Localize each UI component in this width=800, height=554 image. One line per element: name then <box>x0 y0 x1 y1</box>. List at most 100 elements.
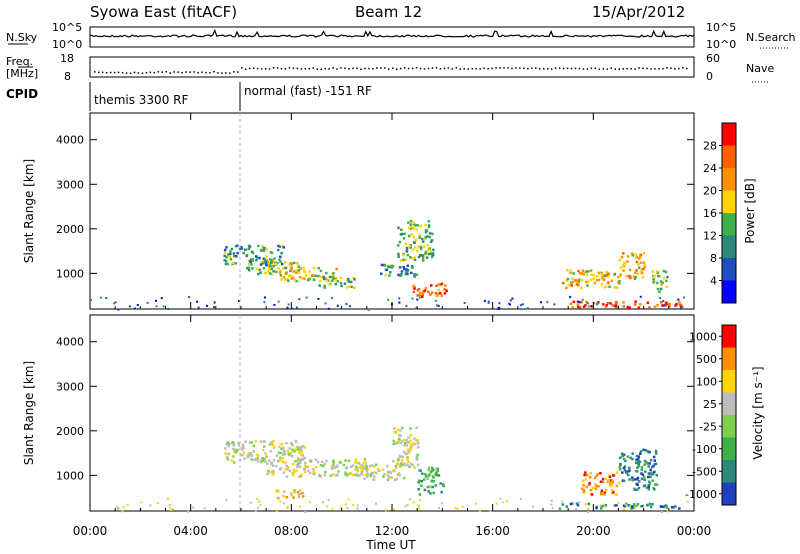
data-cell <box>234 262 237 265</box>
data-cell <box>234 244 238 248</box>
data-cell <box>240 448 244 451</box>
data-cell <box>409 448 412 451</box>
data-cell <box>287 279 290 283</box>
data-cell <box>546 301 549 304</box>
freq-dot <box>610 67 612 69</box>
data-cell <box>301 444 305 448</box>
freq-dot <box>626 67 628 70</box>
data-cell <box>264 460 267 463</box>
data-cell <box>242 447 246 450</box>
freq-dot <box>181 72 183 74</box>
data-cell <box>424 472 427 476</box>
colorbar-tick-label: 1000 <box>689 330 717 343</box>
freq-dot <box>491 67 493 70</box>
data-cell <box>226 253 230 256</box>
data-cell <box>387 298 390 301</box>
data-cell <box>392 508 395 511</box>
freq-dot <box>479 68 481 70</box>
data-cell <box>223 259 226 262</box>
data-cell <box>415 307 418 310</box>
data-cell <box>653 470 656 474</box>
nave-label: Nave <box>746 62 774 75</box>
data-cell <box>620 452 624 456</box>
data-cell <box>499 497 502 500</box>
data-cell <box>561 503 565 506</box>
colorbar-tick-label: 25 <box>703 398 717 411</box>
freq-dot <box>547 68 549 70</box>
data-cell <box>660 511 663 513</box>
data-cell <box>635 488 639 491</box>
data-cell <box>340 284 343 288</box>
data-cell <box>390 476 393 480</box>
data-cell <box>273 257 276 260</box>
data-cell <box>408 234 411 238</box>
data-cell <box>631 452 634 455</box>
freq-dot <box>344 67 346 69</box>
data-cell <box>461 505 464 508</box>
power-y-ticks: 1000 2000 3000 4000 <box>56 134 694 280</box>
data-cell <box>406 268 410 272</box>
data-cell <box>624 459 627 463</box>
data-cell <box>621 454 624 458</box>
data-cell <box>647 485 650 488</box>
data-cell <box>572 272 575 275</box>
data-cell <box>270 265 274 269</box>
data-cell <box>618 280 621 283</box>
data-cell <box>249 452 253 455</box>
colorbar-segment <box>722 190 736 213</box>
data-cell <box>648 306 651 309</box>
data-cell <box>242 451 246 454</box>
data-cell <box>300 445 303 449</box>
freq-dot <box>241 67 243 69</box>
data-cell <box>406 264 409 267</box>
data-cell <box>647 475 650 479</box>
freq-dot <box>666 67 668 69</box>
data-cell <box>641 276 645 279</box>
data-cell <box>223 248 227 252</box>
data-cell <box>271 473 275 476</box>
data-cell <box>405 444 408 447</box>
y-tick-label: 2000 <box>56 223 84 236</box>
data-cell <box>444 284 447 287</box>
data-cell <box>665 308 668 311</box>
freq-dot <box>431 67 434 69</box>
data-cell <box>423 254 426 257</box>
data-cell <box>270 470 274 474</box>
data-cell <box>637 263 640 266</box>
freq-dot <box>225 72 227 74</box>
freq-dot <box>197 72 199 74</box>
data-cell <box>597 271 601 275</box>
data-cell <box>434 299 437 302</box>
data-cell <box>431 485 435 489</box>
freq-dot <box>638 67 640 69</box>
data-cell <box>347 498 350 501</box>
data-cell <box>637 457 640 461</box>
data-cell <box>258 256 261 260</box>
data-cell <box>619 266 622 270</box>
data-cell <box>226 441 230 444</box>
data-cell <box>271 443 275 446</box>
data-cell <box>668 302 671 306</box>
data-cell <box>569 271 572 275</box>
data-cell <box>643 463 646 466</box>
data-cell <box>402 237 406 240</box>
data-cell <box>332 473 335 476</box>
data-cell <box>421 237 424 241</box>
data-cell <box>269 251 273 254</box>
data-cell <box>617 501 620 504</box>
data-cell <box>396 428 400 431</box>
data-cell <box>248 441 252 444</box>
data-cell <box>431 474 435 478</box>
data-cell <box>397 437 401 441</box>
freq-dot <box>475 68 477 70</box>
data-cell <box>600 489 604 492</box>
data-cell <box>437 288 440 292</box>
y-tick-label: 1000 <box>56 469 84 482</box>
data-cell <box>294 271 298 274</box>
freq-dot <box>121 71 124 74</box>
data-cell <box>266 472 269 476</box>
freq-dot <box>276 67 279 69</box>
data-cell <box>347 277 350 281</box>
colorbar-segment <box>722 123 736 146</box>
data-cell <box>678 507 681 510</box>
